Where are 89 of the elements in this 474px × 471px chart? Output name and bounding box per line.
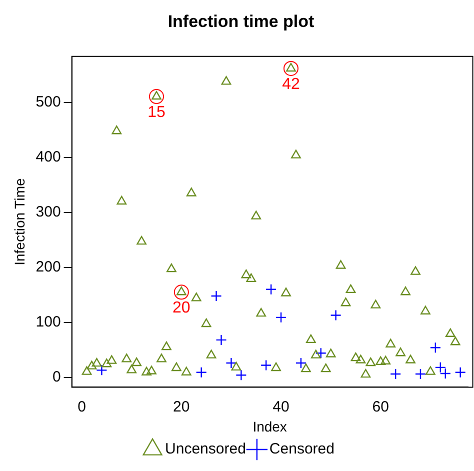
chart-title: Infection time plot [168, 12, 315, 31]
annotation: 42 [282, 76, 300, 93]
point [366, 357, 376, 366]
point [226, 357, 237, 369]
point [426, 366, 436, 375]
x-tick-label: 20 [173, 398, 190, 416]
point [376, 356, 386, 366]
y-tick-label: 400 [36, 148, 61, 166]
point [275, 312, 287, 324]
point [126, 364, 137, 374]
point [320, 363, 331, 372]
y-axis-title: Infection Time [11, 178, 28, 266]
point [162, 341, 172, 350]
point [132, 357, 142, 366]
point [216, 334, 227, 346]
point [306, 334, 316, 344]
point [326, 348, 336, 358]
point [386, 338, 396, 348]
point [420, 306, 430, 314]
point [414, 368, 426, 380]
point [142, 366, 152, 376]
x-tick-label: 60 [372, 398, 389, 416]
point [260, 360, 272, 371]
point [96, 364, 108, 376]
point [300, 363, 311, 372]
point [281, 288, 291, 296]
point [171, 362, 182, 372]
point [246, 273, 256, 282]
x-tick-label: 0 [78, 398, 86, 416]
point [156, 354, 166, 362]
point [346, 284, 356, 294]
point [445, 328, 456, 337]
y-tick-label: 500 [36, 94, 61, 111]
point [406, 354, 416, 364]
point [206, 350, 216, 358]
point [116, 196, 127, 205]
point [86, 360, 97, 370]
point [82, 366, 92, 375]
y-tick-label: 300 [36, 204, 61, 221]
point [330, 310, 342, 321]
point [454, 366, 466, 378]
point [400, 286, 410, 296]
point [430, 342, 442, 354]
point [106, 355, 117, 364]
x-tick-label: 40 [272, 398, 290, 416]
point [241, 270, 252, 278]
y-tick-label: 0 [52, 368, 61, 386]
point [310, 350, 321, 358]
point [291, 150, 301, 158]
point [196, 366, 207, 378]
point [396, 348, 406, 356]
point [201, 318, 212, 328]
point [166, 263, 176, 272]
point [370, 300, 381, 308]
point [122, 354, 132, 362]
point [221, 76, 232, 85]
legend-label: Censored [269, 440, 334, 458]
annotation: 20 [172, 300, 190, 317]
point [450, 336, 460, 346]
point [390, 368, 402, 380]
point [350, 352, 361, 362]
point [340, 298, 351, 306]
legend-label: Uncensored [165, 440, 246, 458]
point [265, 284, 277, 295]
point [92, 358, 102, 367]
x-axis-title: Index [252, 418, 287, 434]
point [146, 366, 156, 374]
point [231, 362, 242, 371]
point [210, 290, 222, 302]
point [360, 368, 371, 378]
point [356, 354, 366, 364]
point [181, 366, 192, 376]
point [136, 236, 146, 245]
point [315, 348, 326, 359]
point [256, 308, 266, 317]
y-tick-label: 100 [36, 314, 61, 330]
y-tick-label: 200 [36, 258, 61, 276]
point [295, 357, 307, 369]
point [410, 266, 420, 275]
point [186, 188, 196, 196]
point [251, 210, 262, 220]
point [191, 292, 202, 302]
point [102, 358, 112, 368]
point [236, 370, 247, 381]
annotation: 15 [148, 104, 166, 121]
point [112, 126, 122, 134]
point [271, 362, 281, 372]
point [336, 260, 346, 269]
point [380, 356, 391, 364]
